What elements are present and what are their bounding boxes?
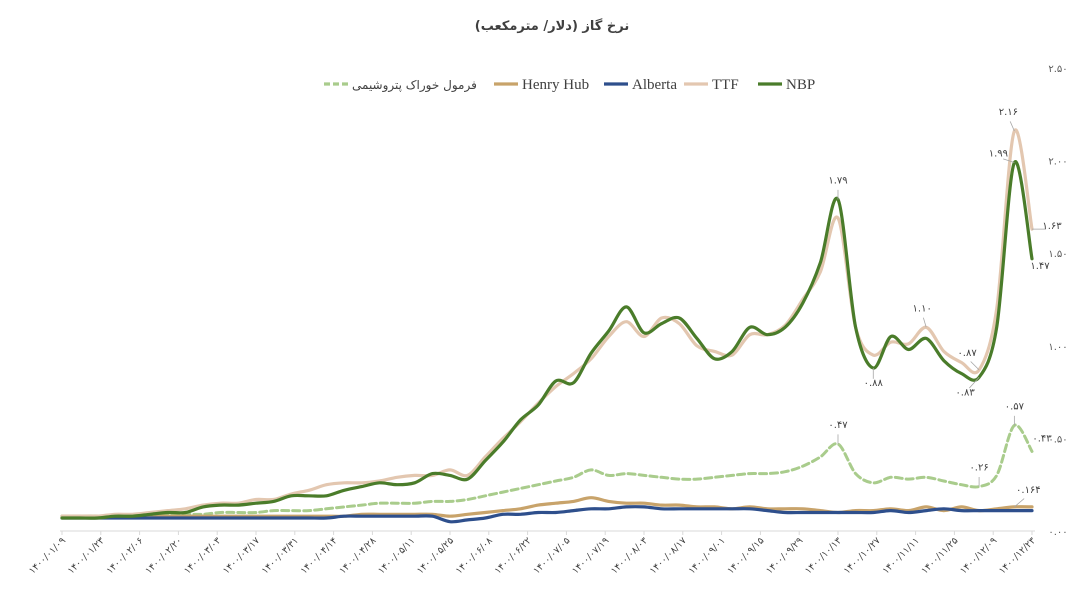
x-tick-label: ۱۴۰۰/۰۳/۳۱	[260, 535, 301, 576]
data-label: ۰.۸۷	[957, 348, 977, 359]
x-tick-label: ۱۴۰۰/۰۸/۱۷	[648, 535, 689, 576]
x-tick-label: ۱۴۰۰/۰۷/۰۵	[531, 535, 572, 576]
x-tick-label: ۱۴۰۰/۰۸/۰۳	[609, 535, 650, 576]
x-tick-label: ۱۴۰۰/۰۳/۱۷	[221, 535, 262, 576]
data-labels: ۱.۷۹ ۰.۸۸ ۱.۱۰ ۰.۸۷ ۰.۸۳ ۱.۹۹ ۲.۱۶ ۱.۶۳ ۱.۴۷ ۰.۴۷…	[828, 107, 1062, 508]
legend-label: NBP	[786, 77, 815, 93]
y-tick-label: ۱.۵۰	[1048, 249, 1067, 260]
series-lines	[60, 128, 1034, 524]
legend-item-alberta: Alberta	[604, 77, 677, 93]
data-label: ۱.۶۳	[1042, 221, 1062, 232]
x-tick-label: ۱۴۰۰/۰۹/۱۵	[725, 535, 766, 576]
data-label: ۲.۱۶	[999, 107, 1018, 118]
legend-label: TTF	[712, 77, 739, 93]
data-label: ۰.۸۳	[955, 387, 975, 398]
chart-title: نرخ گاز (دلار/ مترمکعب)	[475, 18, 629, 34]
data-label: ۱.۴۷	[1030, 261, 1050, 272]
x-tick-label: ۱۴۰۰/۱۰/۲۷	[842, 535, 883, 576]
x-tick-label: ۱۴۰۰/۰۳/۰۳	[182, 535, 223, 576]
data-label-leader	[1003, 158, 1015, 163]
x-tick-label: ۱۴۰۰/۰۴/۲۸	[337, 535, 378, 576]
y-tick-label: ۱.۰۰	[1048, 342, 1067, 353]
data-label: ۱.۱۰	[913, 303, 932, 314]
x-tick-label: ۱۴۰۰/۱۱/۲۵	[919, 535, 960, 576]
data-label-leader	[970, 361, 980, 371]
data-label: ۱.۷۹	[828, 175, 847, 186]
x-tick-label: ۱۴۰۰/۰۱/۰۹	[27, 535, 68, 576]
data-label-leader	[1009, 121, 1015, 132]
x-axis: ۱۴۰۰/۰۱/۰۹۱۴۰۰/۰۱/۲۳۱۴۰۰/۰۲/۰۶۱۴۰۰/۰۲/۲۰…	[27, 530, 1038, 577]
data-label-leader	[1014, 498, 1025, 508]
x-tick-label: ۱۴۰۰/۱۲/۰۹	[958, 535, 999, 576]
x-tick-label: ۱۴۰۰/۰۲/۰۶	[105, 535, 146, 576]
x-tick-label: ۱۴۰۰/۱۲/۲۳	[997, 535, 1038, 576]
x-tick-label: ۱۴۰۰/۱۰/۱۳	[803, 535, 844, 576]
x-tick-label: ۱۴۰۰/۰۱/۲۳	[66, 535, 107, 576]
x-tick-label: ۱۴۰۰/۱۱/۱۱	[881, 535, 922, 576]
series-line-alberta	[60, 505, 1034, 524]
series-line-henry-hub	[60, 496, 1034, 518]
data-label-leader	[922, 317, 927, 328]
y-tick-label: ۰.۰۰	[1048, 527, 1067, 538]
legend-label: فرمول خوراک پتروشیمی	[352, 78, 477, 93]
data-label: ۰.۴۷	[828, 420, 848, 431]
x-tick-label: ۱۴۰۰/۰۷/۱۹	[570, 535, 611, 576]
y-tick-label: ۰.۵۰	[1048, 434, 1067, 445]
x-tick-label: ۱۴۰۰/۰۶/۲۲	[493, 535, 534, 576]
data-label: ۰.۴۳	[1032, 433, 1052, 444]
legend-item-nbp: NBP	[758, 77, 815, 93]
legend-item-feed-formula: فرمول خوراک پتروشیمی	[324, 78, 477, 93]
x-tick-label: ۱۴۰۰/۰۵/۲۵	[415, 535, 456, 576]
chart-legend: NBP TTF Alberta Henry Hub فرمول خوراک پتروشی…	[324, 77, 815, 93]
legend-label: Henry Hub	[522, 77, 589, 93]
x-tick-label: ۱۴۰۰/۰۹/۲۹	[764, 535, 805, 576]
series-line-ttf	[60, 128, 1034, 518]
data-label-leader	[968, 377, 980, 389]
legend-item-ttf: TTF	[684, 77, 739, 93]
x-tick-label: ۱۴۰۰/۰۶/۰۸	[454, 535, 495, 576]
y-axis: ۰.۰۰ ۰.۵۰ ۱.۰۰ ۱.۵۰ ۲.۰۰ ۲.۵۰	[1048, 64, 1067, 538]
x-tick-label: ۱۴۰۰/۰۴/۱۴	[299, 535, 340, 576]
data-label: ۰.۵۷	[1005, 401, 1025, 412]
x-tick-label: ۱۴۰۰/۰۲/۲۰	[143, 535, 184, 576]
x-tick-label: ۱۴۰۰/۰۹/۰۱	[687, 535, 728, 576]
series-line-nbp	[60, 160, 1034, 520]
x-tick-label: ۱۴۰۰/۰۵/۱۱	[376, 535, 417, 576]
y-tick-label: ۲.۰۰	[1048, 157, 1067, 168]
legend-item-henry-hub: Henry Hub	[494, 77, 589, 93]
series-line-feed-formula	[60, 423, 1034, 518]
data-label: ۰.۱۶۴	[1016, 485, 1041, 496]
data-label: ۱.۹۹	[989, 148, 1008, 159]
legend-label: Alberta	[632, 77, 677, 93]
y-tick-label: ۲.۵۰	[1048, 64, 1067, 75]
data-label: ۰.۸۸	[864, 378, 884, 389]
data-label: ۰.۲۶	[969, 463, 988, 474]
